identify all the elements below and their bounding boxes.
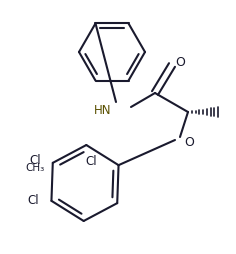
Text: Cl: Cl <box>85 154 97 168</box>
Text: O: O <box>175 56 185 70</box>
Text: Cl: Cl <box>29 154 41 167</box>
Text: HN: HN <box>93 103 111 117</box>
Text: CH₃: CH₃ <box>25 163 44 173</box>
Text: Cl: Cl <box>28 194 39 207</box>
Text: O: O <box>184 135 194 149</box>
